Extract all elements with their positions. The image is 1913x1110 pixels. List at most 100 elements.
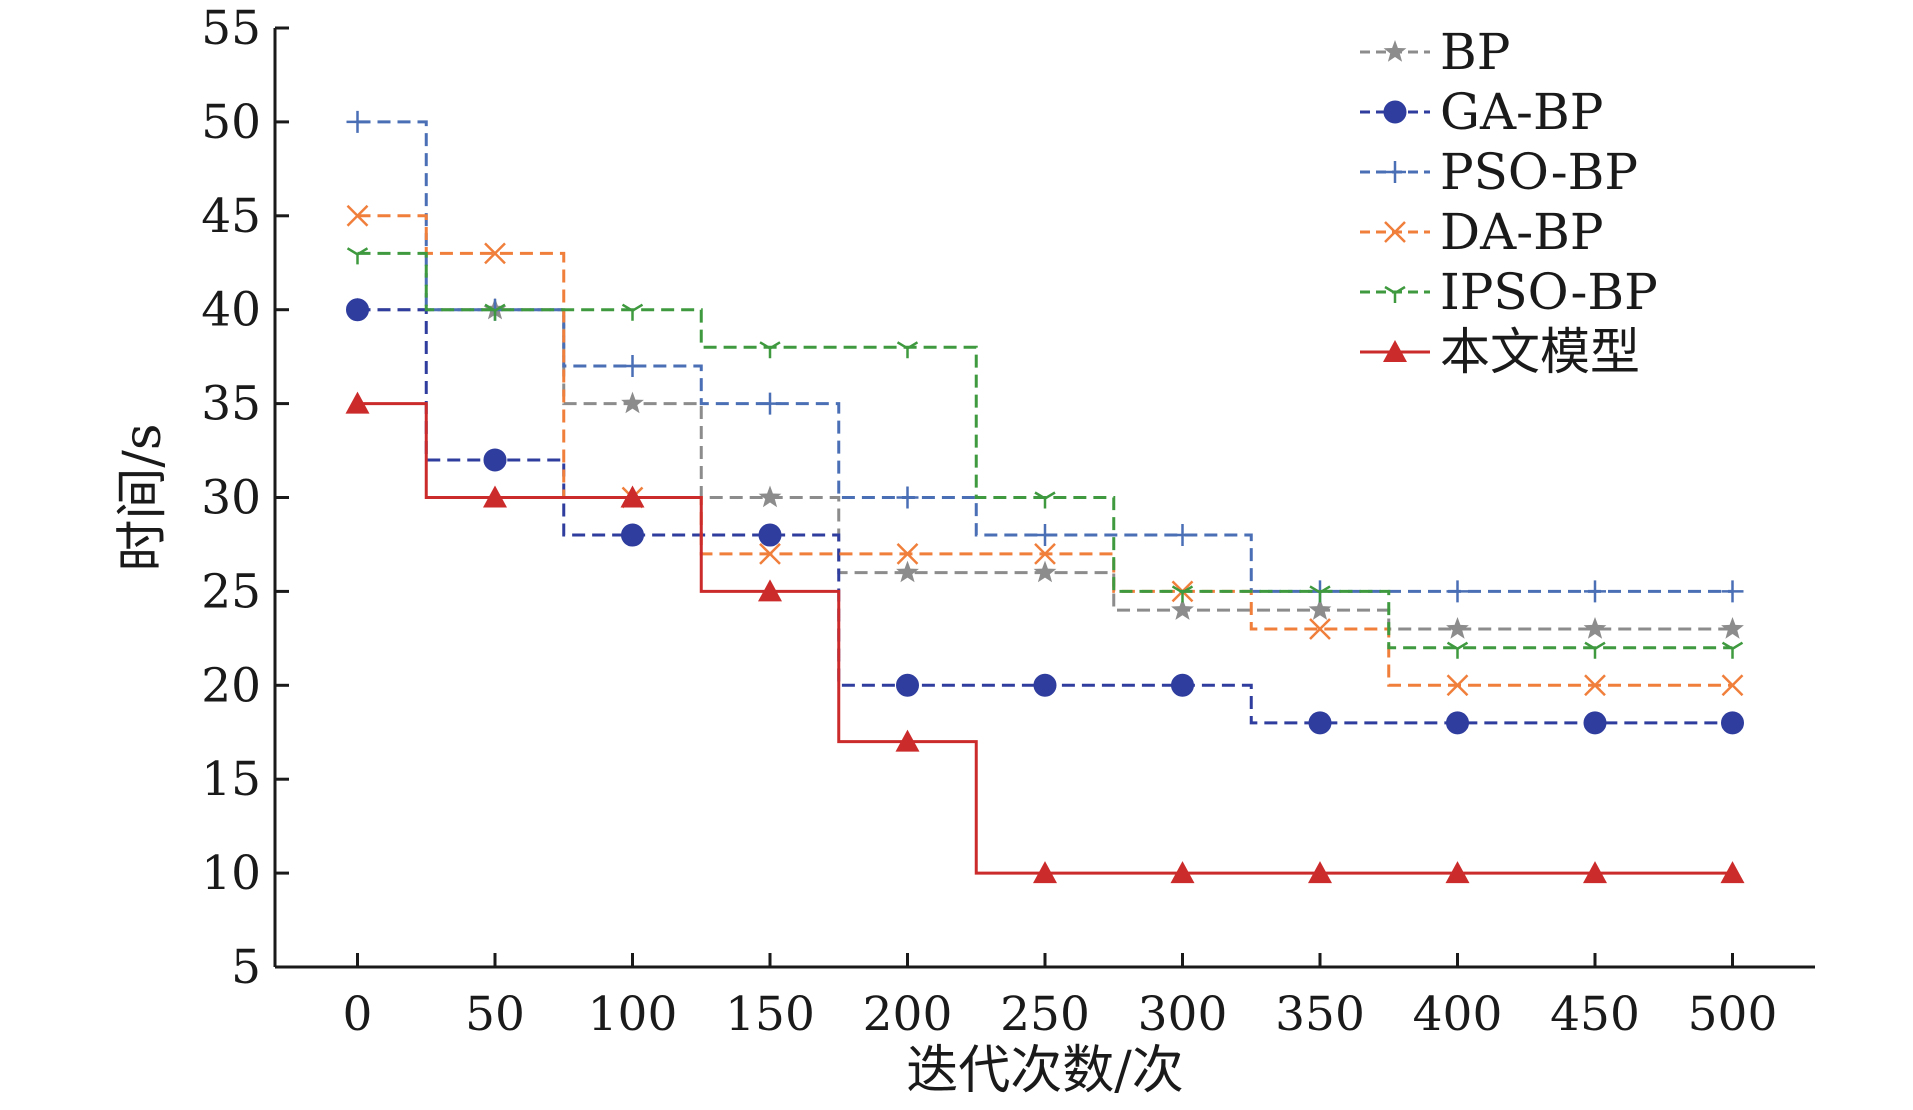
legend-label: BP xyxy=(1440,23,1510,81)
data-point xyxy=(1171,524,1194,547)
data-point xyxy=(1308,861,1332,884)
data-point xyxy=(483,485,507,508)
data-point xyxy=(621,523,644,547)
legend-item: GA-BP xyxy=(1360,83,1603,141)
data-point xyxy=(1171,585,1194,603)
legend-marker xyxy=(1384,285,1406,303)
data-point xyxy=(896,560,919,583)
y-tick-label: 15 xyxy=(201,752,261,807)
data-point xyxy=(346,298,369,322)
legend-item: PSO-BP xyxy=(1360,143,1638,201)
legend-item: IPSO-BP xyxy=(1360,263,1658,321)
data-point xyxy=(1034,524,1056,547)
tick-labels: 5 10 15 20 25 30 35 40 45 50 55 0 50 100 150 200 250 300 3… xyxy=(201,1,1777,1042)
data-point xyxy=(484,303,506,321)
data-point xyxy=(345,391,370,414)
y-tick-label: 55 xyxy=(201,1,261,56)
data-point xyxy=(1446,580,1469,603)
x-axis-title: 迭代次数/次 xyxy=(906,1041,1184,1101)
data-point xyxy=(346,204,369,227)
data-point xyxy=(1033,861,1057,884)
data-point xyxy=(346,110,369,133)
data-point xyxy=(1584,580,1606,603)
y-tick-label: 5 xyxy=(231,940,261,995)
legend-marker xyxy=(1384,161,1406,183)
legend-item: BP xyxy=(1360,23,1510,81)
data-point xyxy=(1721,617,1744,639)
x-tick-label: 200 xyxy=(863,987,953,1042)
data-point xyxy=(1308,711,1332,735)
data-point xyxy=(759,392,781,415)
legend-label: GA-BP xyxy=(1440,83,1603,141)
data-point xyxy=(1171,673,1194,697)
data-point xyxy=(758,485,782,508)
legend-marker xyxy=(1383,340,1407,362)
data-point xyxy=(1721,580,1744,603)
data-point xyxy=(621,355,644,378)
data-point xyxy=(1720,861,1745,884)
data-point xyxy=(1446,674,1469,697)
data-point xyxy=(1170,861,1195,884)
x-tick-label: 500 xyxy=(1688,987,1778,1042)
data-point xyxy=(1584,674,1606,697)
data-point xyxy=(1033,673,1057,697)
data-point xyxy=(1721,674,1744,697)
x-tick-label: 150 xyxy=(725,987,815,1042)
legend-label: DA-BP xyxy=(1440,203,1603,261)
y-tick-label: 20 xyxy=(201,658,261,713)
data-point xyxy=(1445,861,1470,884)
data-point xyxy=(621,391,644,414)
data-point xyxy=(758,579,782,602)
y-tick-label: 50 xyxy=(201,95,261,150)
data-point xyxy=(621,303,644,321)
x-tick-label: 100 xyxy=(588,987,678,1042)
data-point xyxy=(1033,560,1057,583)
data-point xyxy=(1446,641,1469,659)
data-point xyxy=(895,729,920,752)
data-point xyxy=(896,486,919,509)
series-PSO-BP xyxy=(346,110,1744,603)
data-point xyxy=(1308,598,1332,620)
y-tick-label: 35 xyxy=(201,377,261,432)
data-point xyxy=(346,247,369,265)
x-tick-label: 450 xyxy=(1550,987,1640,1042)
data-point xyxy=(1721,711,1744,735)
y-tick-label: 30 xyxy=(201,471,261,526)
legend-label: IPSO-BP xyxy=(1440,263,1658,321)
x-tick-label: 350 xyxy=(1275,987,1365,1042)
data-point xyxy=(1446,617,1469,639)
y-axis-title: 时间/s xyxy=(113,423,173,571)
data-point xyxy=(1309,585,1331,603)
data-point xyxy=(483,448,507,472)
series-本文模型 xyxy=(345,391,1745,884)
x-tick-label: 400 xyxy=(1413,987,1503,1042)
data-point xyxy=(1446,711,1469,735)
series-line xyxy=(357,251,1733,650)
legend-item: 本文模型 xyxy=(1360,323,1640,381)
legend-item: DA-BP xyxy=(1360,203,1603,261)
series-layer xyxy=(345,110,1745,884)
data-point xyxy=(484,242,506,265)
data-point xyxy=(1034,542,1056,565)
data-point xyxy=(896,542,919,565)
y-tick-label: 45 xyxy=(201,189,261,244)
x-tick-label: 50 xyxy=(465,987,525,1042)
y-tick-label: 40 xyxy=(201,283,261,338)
legend-marker xyxy=(1383,40,1407,62)
data-point xyxy=(1583,617,1607,639)
data-point xyxy=(1721,641,1744,659)
data-point xyxy=(758,523,782,547)
series-IPSO-BP xyxy=(346,247,1744,659)
series-GA-BP xyxy=(346,298,1744,735)
data-point xyxy=(896,341,919,359)
y-tick-label: 25 xyxy=(201,564,261,619)
y-tick-label: 10 xyxy=(201,846,261,901)
data-point xyxy=(1171,598,1194,620)
x-tick-label: 250 xyxy=(1000,987,1090,1042)
x-tick-label: 300 xyxy=(1138,987,1228,1042)
x-tick-label: 0 xyxy=(343,987,373,1042)
legend-label: PSO-BP xyxy=(1440,143,1638,201)
data-point xyxy=(620,485,645,508)
